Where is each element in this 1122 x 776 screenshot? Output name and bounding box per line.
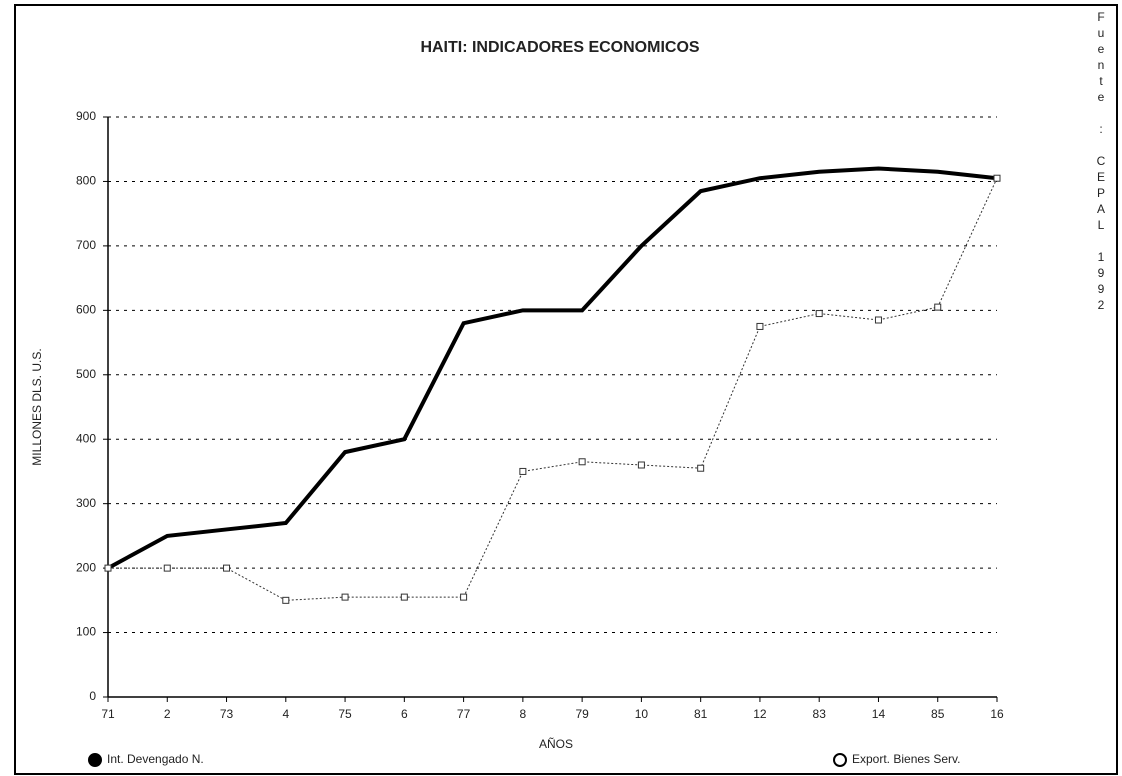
x-tick-label: 16	[990, 707, 1004, 721]
frame	[14, 4, 1118, 775]
point	[104, 564, 112, 572]
y-tick-label: 500	[76, 367, 96, 381]
series-line	[107, 166, 998, 570]
x-tick-label: 12	[753, 707, 767, 721]
x-tick-label: 79	[575, 707, 589, 721]
x-tick-label: 4	[282, 707, 289, 721]
point	[460, 593, 468, 601]
x-tick-label: 75	[338, 707, 352, 721]
x-tick-label: 77	[457, 707, 471, 721]
y-tick-label: 0	[89, 689, 96, 703]
point	[637, 461, 645, 469]
x-tick-label: 6	[401, 707, 408, 721]
chart-title: HAITI: INDICADORES ECONOMICOS	[420, 39, 699, 56]
x-tick-label: 14	[872, 707, 886, 721]
legend-icon	[88, 753, 102, 767]
legend-label: Int. Devengado N.	[107, 752, 204, 766]
point	[163, 564, 171, 572]
point	[815, 310, 823, 318]
point	[874, 316, 882, 324]
point	[578, 458, 586, 466]
point	[993, 174, 1001, 182]
point	[341, 593, 349, 601]
point	[934, 303, 942, 311]
y-tick-label: 600	[76, 303, 96, 317]
y-tick-label: 700	[76, 238, 96, 252]
point	[756, 322, 764, 330]
x-axis-label: AÑOS	[539, 737, 573, 751]
point	[400, 593, 408, 601]
y-tick-label: 400	[76, 431, 96, 445]
y-tick-label: 200	[76, 560, 96, 574]
x-tick-label: 10	[635, 707, 649, 721]
point	[519, 467, 527, 475]
x-tick-label: 2	[164, 707, 171, 721]
x-tick-label: 73	[220, 707, 234, 721]
y-axis-label: MILLONES DLS. U.S.	[30, 348, 44, 465]
x-tick-label: 8	[520, 707, 527, 721]
point	[282, 596, 290, 604]
legend-label: Export. Bienes Serv.	[852, 752, 961, 766]
y-tick-label: 300	[76, 496, 96, 510]
point	[697, 464, 705, 472]
x-tick-label: 71	[101, 707, 115, 721]
y-tick-label: 800	[76, 174, 96, 188]
y-tick-label: 900	[76, 109, 96, 123]
x-tick-label: 83	[813, 707, 827, 721]
legend-icon	[833, 753, 847, 767]
series-line	[108, 178, 998, 601]
point	[223, 564, 231, 572]
x-tick-label: 85	[931, 707, 945, 721]
source: Fuente : CEPAL 1992	[1094, 10, 1108, 314]
x-tick-label: 81	[694, 707, 708, 721]
y-tick-label: 100	[76, 625, 96, 639]
